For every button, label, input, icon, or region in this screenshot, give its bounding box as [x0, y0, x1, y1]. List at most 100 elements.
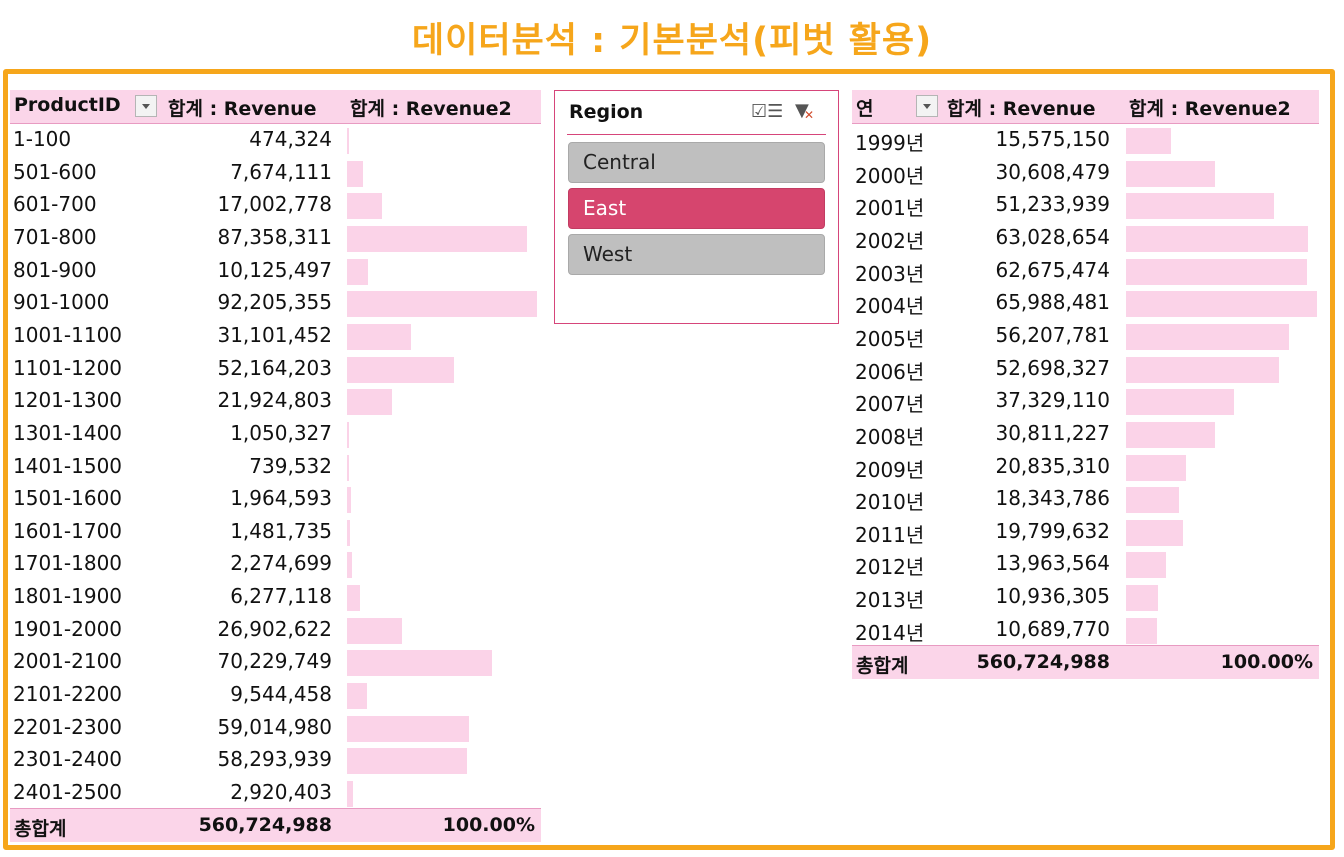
- row-label: 2012년: [855, 555, 925, 580]
- table-row: 2301-2400 58,293,939: [10, 744, 537, 777]
- row-label: 2007년: [855, 392, 925, 417]
- pivot-header: 연 합계 : Revenue 합계 : Revenue2: [852, 90, 1319, 124]
- row-label: 2006년: [855, 359, 925, 384]
- revenue2-data-bar: [1126, 193, 1275, 220]
- table-row: 2101-2200 9,544,458: [10, 679, 537, 712]
- revenue-value: 63,028,654: [995, 224, 1110, 249]
- row-label: 2001-2100: [13, 649, 123, 674]
- revenue2-data-bar: [347, 323, 412, 350]
- slicer-divider: [567, 134, 826, 135]
- table-row: 2014년 10,689,770: [852, 614, 1317, 647]
- row-label: 601-700: [13, 192, 97, 217]
- revenue-value: 15,575,150: [995, 127, 1110, 151]
- page-title: 데이터분석 : 기본분석(피벗 활용): [411, 21, 933, 61]
- row-label: 2014년: [855, 620, 925, 645]
- revenue-value: 1,481,735: [230, 518, 332, 543]
- table-row: 2004년 65,988,481: [852, 287, 1317, 320]
- revenue2-data-bar: [347, 291, 537, 318]
- revenue2-data-bar: [1126, 225, 1309, 252]
- revenue-value: 92,205,355: [217, 290, 332, 315]
- revenue2-data-bar: [1126, 552, 1167, 579]
- revenue-value: 31,101,452: [217, 322, 332, 347]
- revenue2-data-bar: [347, 258, 368, 285]
- revenue-value: 10,125,497: [217, 257, 332, 282]
- revenue2-data-bar: [347, 193, 383, 220]
- revenue-value: 21,924,803: [217, 388, 332, 413]
- grand-total-pct: 100.00%: [442, 814, 535, 836]
- revenue-value: 62,675,474: [995, 257, 1110, 282]
- filter-dropdown-button[interactable]: [135, 95, 157, 117]
- revenue-value: 2,274,699: [230, 551, 332, 576]
- row-label: 2011년: [855, 522, 925, 547]
- grand-total-row: 총합계 560,724,988 100.00%: [852, 645, 1319, 679]
- row-label-header: ProductID: [14, 94, 121, 116]
- revenue2-data-bar: [1126, 389, 1235, 416]
- revenue2-data-bar: [1126, 356, 1279, 383]
- row-label: 1401-1500: [13, 453, 123, 478]
- revenue-value: 59,014,980: [217, 714, 332, 739]
- revenue-value: 52,164,203: [217, 355, 332, 380]
- row-label: 2009년: [855, 457, 925, 482]
- table-row: 1701-1800 2,274,699: [10, 548, 537, 581]
- revenue2-header[interactable]: 합계 : Revenue2: [350, 98, 512, 120]
- grand-total-value: 560,724,988: [976, 651, 1110, 673]
- table-row: 2003년 62,675,474: [852, 255, 1317, 288]
- table-row: 2001년 51,233,939: [852, 189, 1317, 222]
- slicer-item-central[interactable]: Central: [568, 142, 825, 183]
- row-label: 2301-2400: [13, 747, 123, 772]
- revenue-value: 7,674,111: [230, 159, 332, 184]
- revenue-value: 26,902,622: [217, 616, 332, 641]
- row-label: 701-800: [13, 224, 97, 249]
- region-slicer: Region ☑☰ ▼ ✕ Central East West: [554, 90, 839, 324]
- clear-filter-icon[interactable]: ▼ ✕: [795, 100, 815, 122]
- revenue-value: 1,050,327: [230, 420, 332, 445]
- revenue-header[interactable]: 합계 : Revenue: [168, 98, 317, 120]
- revenue-value: 51,233,939: [995, 192, 1110, 217]
- revenue-value: 9,544,458: [230, 682, 332, 707]
- table-row: 1-100 474,324: [10, 124, 537, 157]
- table-row: 1101-1200 52,164,203: [10, 353, 537, 386]
- revenue-value: 10,689,770: [995, 616, 1110, 641]
- revenue-value: 18,343,786: [995, 486, 1110, 511]
- revenue-header[interactable]: 합계 : Revenue: [947, 98, 1096, 120]
- revenue-value: 739,532: [249, 453, 332, 478]
- revenue-value: 1,964,593: [230, 486, 332, 511]
- revenue2-data-bar: [347, 519, 351, 546]
- row-label: 2003년: [855, 261, 925, 286]
- row-label: 2101-2200: [13, 682, 123, 707]
- table-row: 1001-1100 31,101,452: [10, 320, 537, 353]
- table-row: 2000년 30,608,479: [852, 157, 1317, 190]
- row-label: 1999년: [855, 131, 925, 155]
- table-row: 2012년 13,963,564: [852, 548, 1317, 581]
- revenue2-data-bar: [1126, 128, 1172, 154]
- row-label: 1801-1900: [13, 584, 123, 609]
- row-label: 801-900: [13, 257, 97, 282]
- table-row: 2011년 19,799,632: [852, 516, 1317, 549]
- grand-total-row: 총합계 560,724,988 100.00%: [10, 808, 541, 842]
- row-label: 1701-1800: [13, 551, 123, 576]
- multi-select-icon[interactable]: ☑☰: [751, 101, 784, 122]
- row-label: 1201-1300: [13, 388, 123, 413]
- revenue2-data-bar: [1126, 258, 1308, 285]
- grand-total-label: 총합계: [856, 655, 909, 677]
- grand-total-pct: 100.00%: [1220, 651, 1313, 673]
- row-label: 2008년: [855, 424, 925, 449]
- revenue2-header[interactable]: 합계 : Revenue2: [1129, 98, 1291, 120]
- revenue-value: 52,698,327: [995, 355, 1110, 380]
- filter-dropdown-button[interactable]: [916, 95, 938, 117]
- revenue2-data-bar: [347, 421, 350, 448]
- row-label: 501-600: [13, 159, 97, 184]
- slicer-item-west[interactable]: West: [568, 234, 825, 275]
- table-row: 601-700 17,002,778: [10, 189, 537, 222]
- table-row: 1801-1900 6,277,118: [10, 581, 537, 614]
- revenue-value: 30,811,227: [995, 420, 1110, 445]
- table-row: 2013년 10,936,305: [852, 581, 1317, 614]
- revenue2-data-bar: [347, 487, 352, 514]
- slicer-item-east[interactable]: East: [568, 188, 825, 229]
- row-label: 1501-1600: [13, 486, 123, 511]
- revenue2-data-bar: [347, 715, 469, 742]
- row-label: 2002년: [855, 228, 925, 253]
- row-label: 2401-2500: [13, 780, 123, 804]
- row-label: 2013년: [855, 588, 925, 613]
- table-row: 2001-2100 70,229,749: [10, 646, 537, 679]
